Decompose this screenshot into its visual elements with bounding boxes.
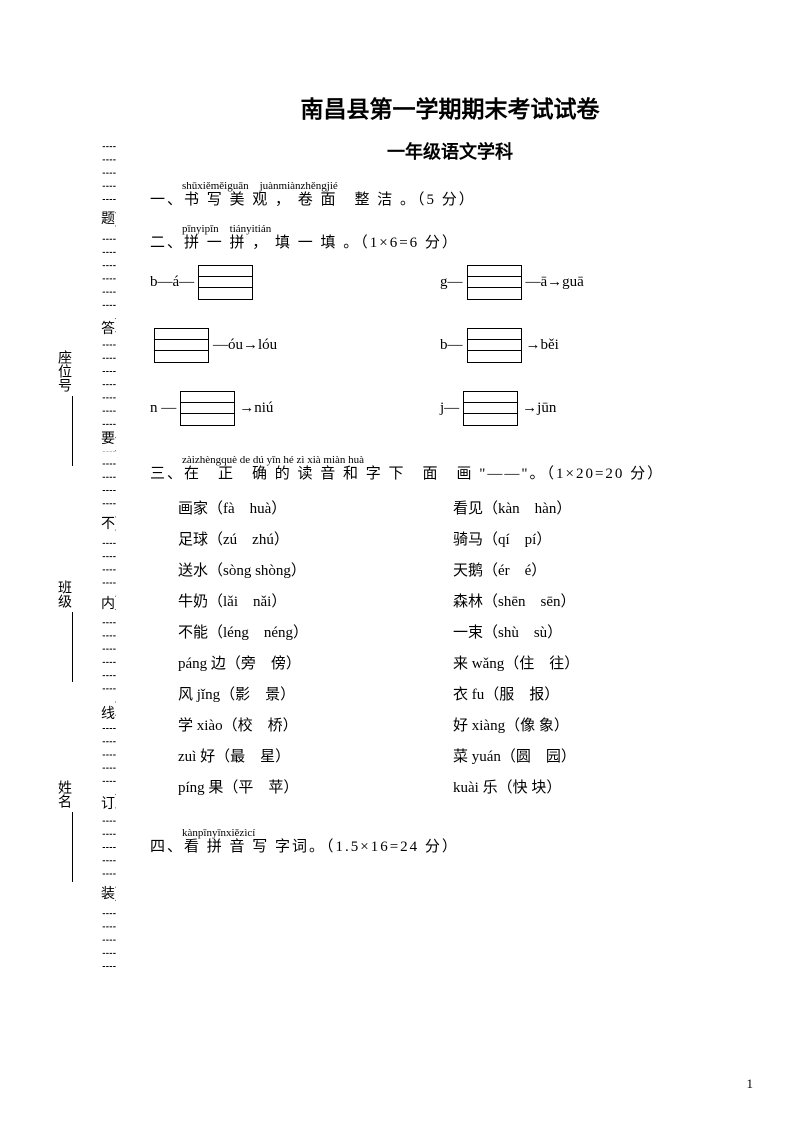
binding-gutter: ┊┊┊┊┊┊┊┊┊┊┊┊┊┊┊┊┊┊┊┊┊┊┊┊┊┊┊┊┊┊┊┊┊┊┊┊┊┊┊┊… [55, 70, 135, 1050]
pinyin-cell-right: j— →jūn [440, 391, 730, 426]
choice-row: páng 边（旁 傍）来 wǎng（住 往） [178, 652, 750, 673]
choice-item: 衣 fu（服 报） [453, 683, 733, 704]
choice-item: zuì 好（最 星） [178, 745, 453, 766]
q2-pinyin: pīnyipīn tiányitián [150, 223, 750, 235]
gutter-label-class: 班级 [53, 580, 73, 682]
pinyin-text: →běi [526, 337, 559, 354]
pinyin-cell-left: b—á— [150, 265, 440, 300]
pinyin-row: —óu→lóu b— →běi [150, 328, 750, 363]
pinyin-cell-left: n — →niú [150, 391, 440, 426]
pinyin-text: —ā→guā [526, 274, 584, 291]
fold-char: 装 [101, 880, 115, 906]
pinyin-write-box[interactable] [180, 391, 235, 426]
choice-item: píng 果（平 苹） [178, 776, 453, 797]
q1-text: 一、书 写 美 观 ， 卷 面 整 洁 。（5 分） [150, 192, 750, 209]
pinyin-write-box[interactable] [198, 265, 253, 300]
choice-item: 好 xiàng（像 象） [453, 714, 733, 735]
choice-row: 送水（sòng shòng）天鹅（ér é） [178, 559, 750, 580]
choice-item: 风 jǐng（影 景） [178, 683, 453, 704]
choice-item: 森林（shēn sēn） [453, 590, 733, 611]
pinyin-text: j— [440, 400, 459, 417]
pinyin-write-box[interactable] [463, 391, 518, 426]
pinyin-row: n — →niú j— →jūn [150, 391, 750, 426]
fold-char: 题 [101, 205, 115, 231]
choice-item: 送水（sòng shòng） [178, 559, 453, 580]
gutter-label-seat: 座位号 [53, 350, 73, 466]
choice-row: píng 果（平 苹）kuài 乐（快 块） [178, 776, 750, 797]
choice-item: 一束（shù sù） [453, 621, 733, 642]
choice-row: 足球（zú zhú）骑马（qí pí） [178, 528, 750, 549]
q4-text: 四、看 拼 音 写 字词。（1.5×16=24 分） [150, 839, 750, 856]
pinyin-text: →jūn [522, 400, 556, 417]
choice-item: 画家（fà huà） [178, 497, 453, 518]
choice-item: 看见（kàn hàn） [453, 497, 733, 518]
q4-pinyin: kànpīnyīnxiězìcí [150, 827, 750, 839]
pinyin-write-box[interactable] [154, 328, 209, 363]
question-1: shūxiěměiguān juànmiànzhěngjié 一、书 写 美 观… [150, 180, 750, 209]
fold-char: 线 [101, 700, 115, 726]
pinyin-cell-right: b— →běi [440, 328, 730, 363]
choice-item: 不能（léng néng） [178, 621, 453, 642]
choice-item: 天鹅（ér é） [453, 559, 733, 580]
page-number: 1 [747, 1076, 754, 1092]
choice-row: 学 xiào（校 桥）好 xiàng（像 象） [178, 714, 750, 735]
choice-row: 不能（léng néng）一束（shù sù） [178, 621, 750, 642]
gutter-label-name: 姓名 [53, 780, 73, 882]
question-2-heading: pīnyipīn tiányitián 二、拼 一 拼 ， 填 一 填 。（1×… [150, 223, 750, 252]
fold-char: 答 [101, 315, 115, 341]
pinyin-text: —óu→lóu [213, 337, 277, 354]
choice-item: páng 边（旁 傍） [178, 652, 453, 673]
choice-item: 足球（zú zhú） [178, 528, 453, 549]
question-2-body: b—á— g— —ā→guā —óu→lóu b— →běi n — →niú j— →jūn [150, 265, 750, 426]
choice-item: kuài 乐（快 块） [453, 776, 733, 797]
choice-row: 牛奶（lǎi nǎi）森林（shēn sēn） [178, 590, 750, 611]
choice-row: 风 jǐng（影 景）衣 fu（服 报） [178, 683, 750, 704]
fold-char: 订 [101, 790, 115, 816]
choice-item: 来 wǎng（住 往） [453, 652, 733, 673]
choice-item: 菜 yuán（圆 园） [453, 745, 733, 766]
q3-pinyin: zàizhèngquè de dú yīn hé zì xià miàn huà [150, 454, 750, 466]
pinyin-text: n — [150, 400, 176, 417]
choice-row: 画家（fà huà）看见（kàn hàn） [178, 497, 750, 518]
choice-item: 骑马（qí pí） [453, 528, 733, 549]
fold-char: 不 [101, 510, 115, 536]
q3-text: 三、在 正 确 的 读 音 和 字 下 面 画 "——"。（1×20=20 分） [150, 466, 750, 483]
q1-pinyin: shūxiěměiguān juànmiànzhěngjié [150, 180, 750, 192]
question-4-heading: kànpīnyīnxiězìcí 四、看 拼 音 写 字词。（1.5×16=24… [150, 827, 750, 856]
question-3-heading: zàizhèngquè de dú yīn hé zì xià miàn huà… [150, 454, 750, 483]
pinyin-text: →niú [239, 400, 273, 417]
exam-page: 南昌县第一学期期末考试试卷 一年级语文学科 shūxiěměiguān juàn… [150, 90, 750, 869]
fold-char: 内 [101, 590, 115, 616]
choice-row: zuì 好（最 星）菜 yuán（圆 园） [178, 745, 750, 766]
pinyin-text: g— [440, 274, 463, 291]
pinyin-text: b— [440, 337, 463, 354]
choice-item: 学 xiào（校 桥） [178, 714, 453, 735]
pinyin-row: b—á— g— —ā→guā [150, 265, 750, 300]
sub-title: 一年级语文学科 [150, 138, 750, 164]
pinyin-write-box[interactable] [467, 265, 522, 300]
pinyin-text: b—á— [150, 274, 194, 291]
fold-char: 要 [101, 425, 115, 451]
pinyin-cell-left: —óu→lóu [150, 328, 440, 363]
choice-item: 牛奶（lǎi nǎi） [178, 590, 453, 611]
question-3-body: 画家（fà huà）看见（kàn hàn）足球（zú zhú）骑马（qí pí）… [150, 497, 750, 797]
pinyin-cell-right: g— —ā→guā [440, 265, 730, 300]
pinyin-write-box[interactable] [467, 328, 522, 363]
q2-text: 二、拼 一 拼 ， 填 一 填 。（1×6=6 分） [150, 235, 750, 252]
main-title: 南昌县第一学期期末考试试卷 [150, 90, 750, 124]
